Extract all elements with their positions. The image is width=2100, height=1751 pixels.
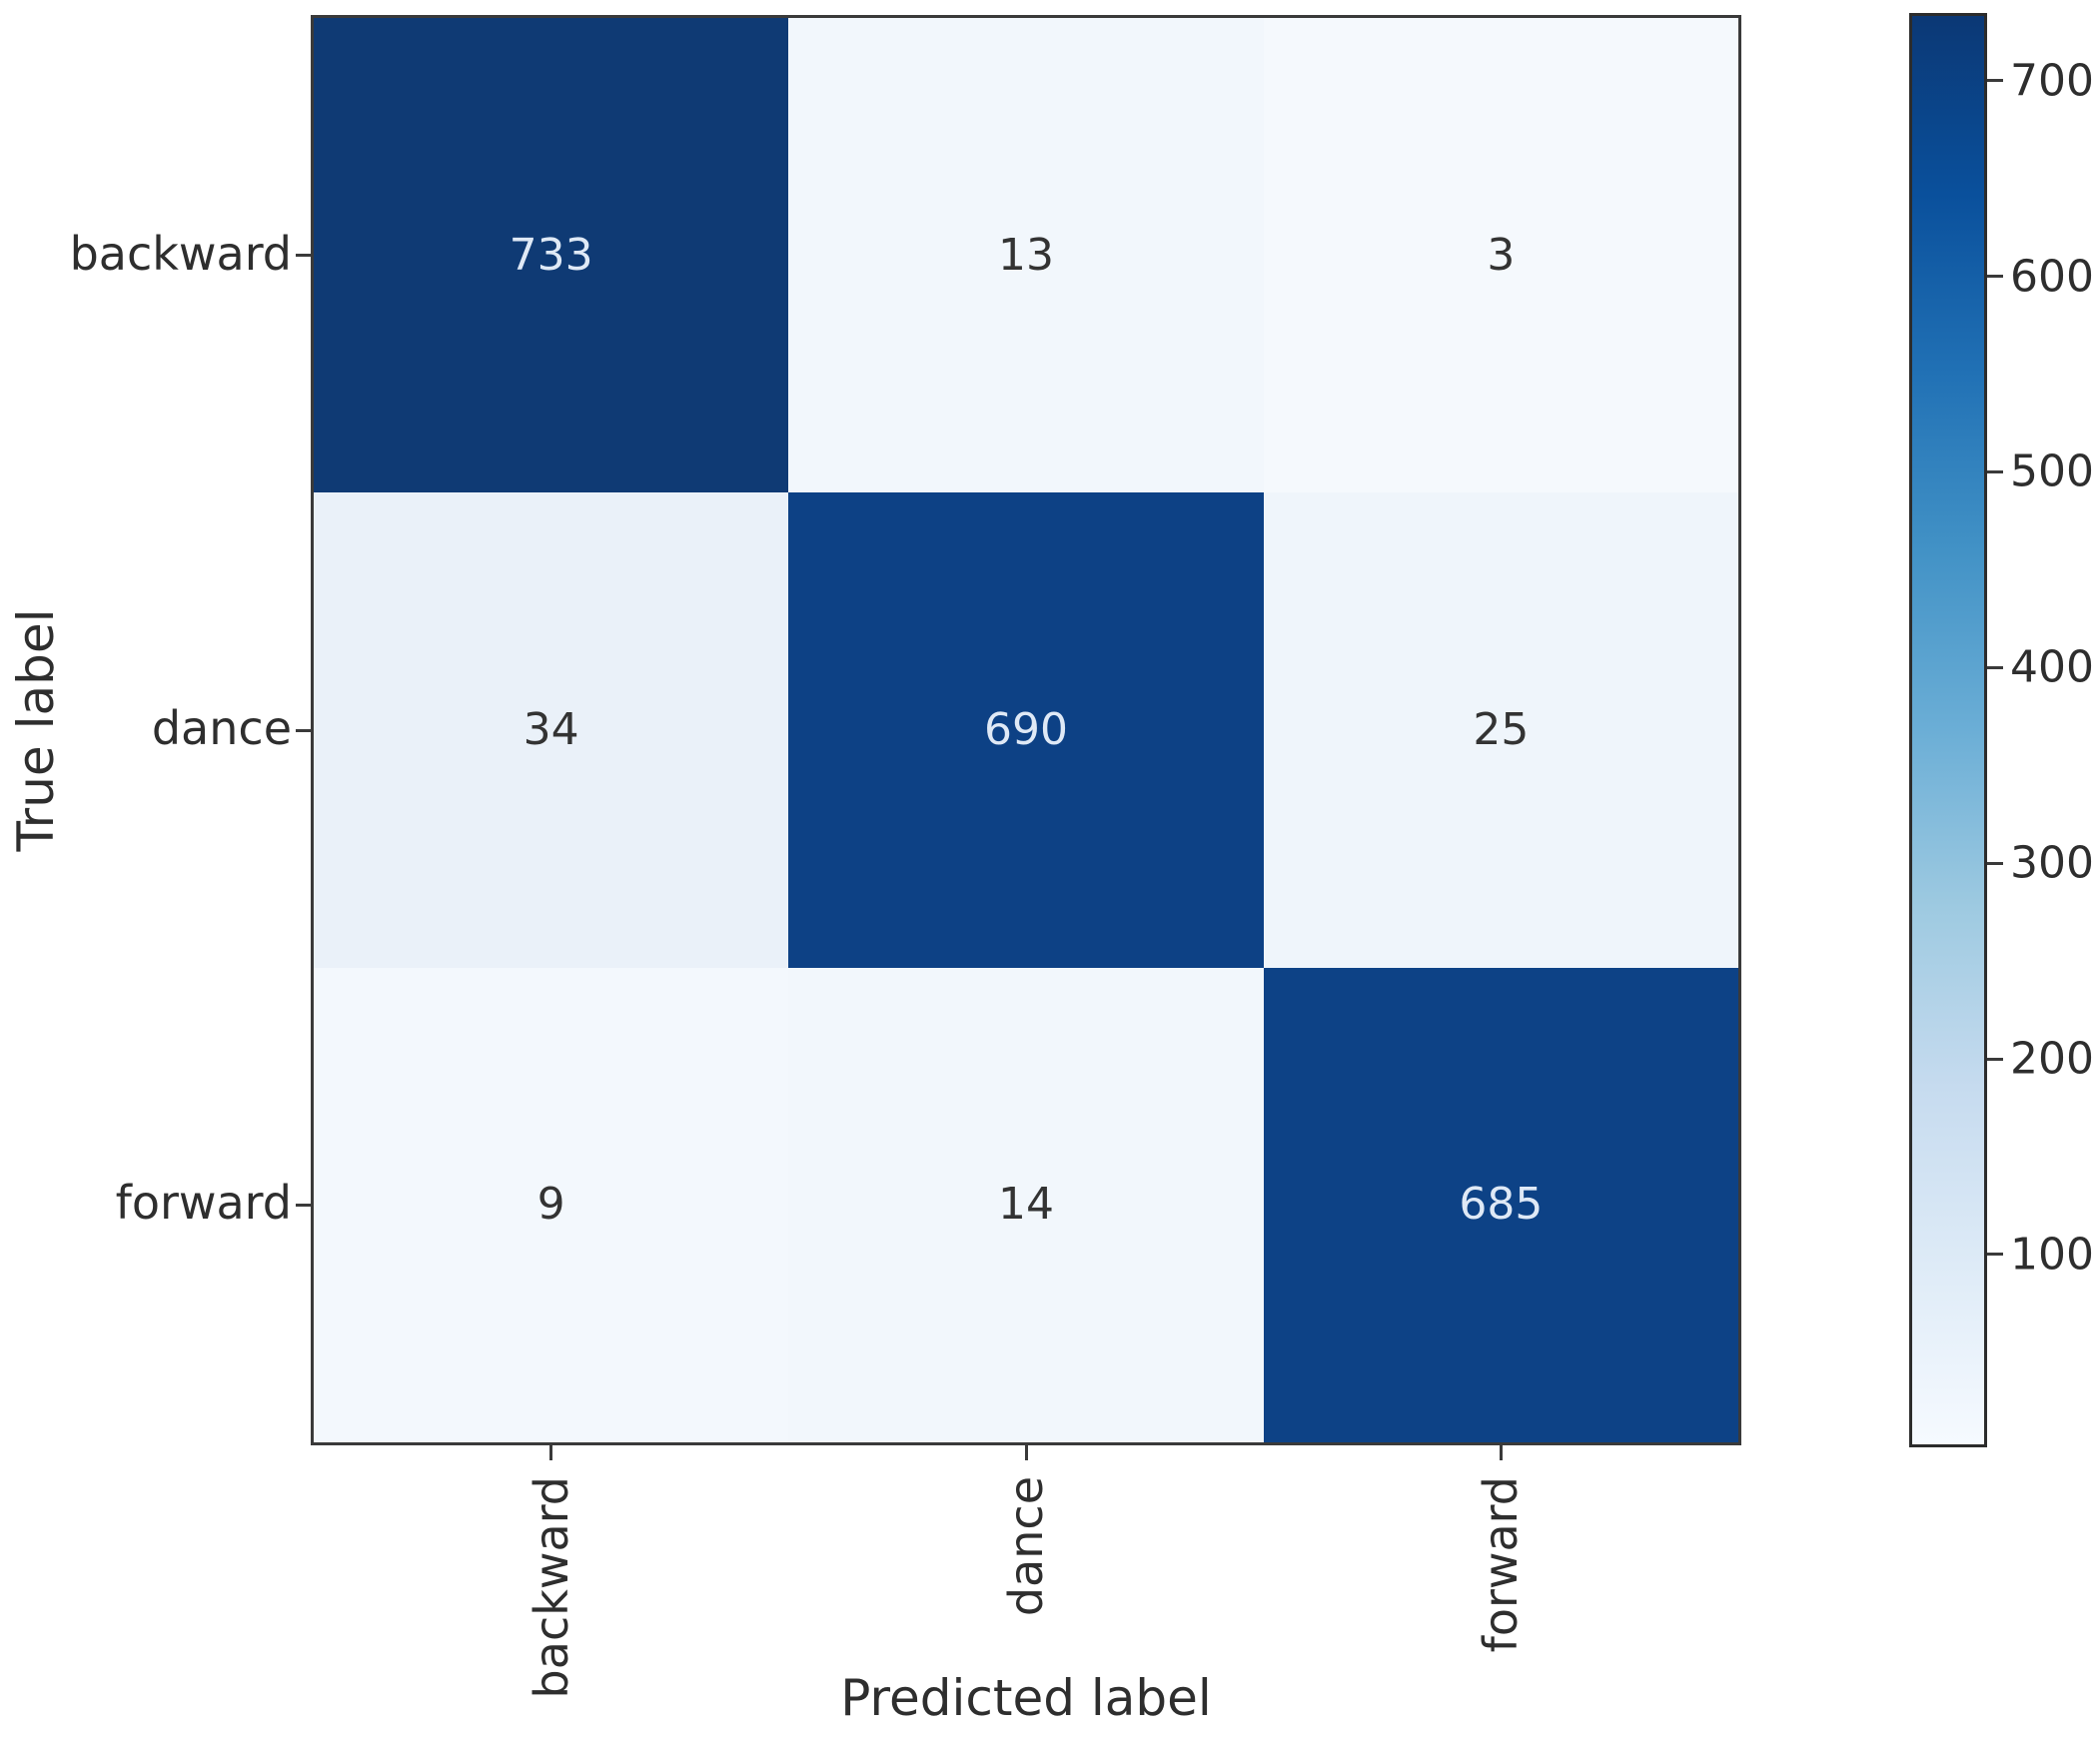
colorbar-tick-mark [1987,1253,2003,1257]
colorbar-tick-label-400: 400 [2010,641,2094,693]
colorbar-tick-label-300: 300 [2010,837,2094,889]
cell-value: 685 [1459,1179,1544,1231]
cell-value: 733 [509,229,593,281]
x-tick-label-backward: backward [522,1476,581,1698]
matrix-cell-backward-backward: 733 [314,18,789,493]
x-tick-mark [1499,1445,1503,1460]
x-tick-label-dance: dance [996,1476,1056,1616]
cell-value: 25 [1473,703,1530,755]
colorbar-tick-label-200: 200 [2010,1033,2094,1085]
x-axis-title: Predicted label [840,1669,1212,1727]
colorbar-tick-mark [1987,665,2003,669]
cell-value: 3 [1487,229,1516,281]
heatmap-axes: 733 13 3 34 690 25 9 14 685 [311,15,1741,1445]
colorbar-tick-label-600: 600 [2010,251,2094,303]
colorbar-tick-mark [1987,469,2003,473]
colorbar [1909,13,1987,1447]
cell-value: 14 [997,1179,1054,1231]
colorbar-tick-label-100: 100 [2010,1229,2094,1281]
x-tick-mark [549,1445,553,1460]
y-axis-title: True label [7,608,65,852]
colorbar-tick-mark [1987,275,2003,279]
colorbar-tick-mark [1987,79,2003,83]
y-tick-mark [296,254,311,258]
cell-value: 34 [523,703,579,755]
cell-value: 13 [997,229,1054,281]
matrix-cell-dance-forward: 25 [1263,492,1738,968]
matrix-cell-backward-forward: 3 [1263,18,1738,493]
colorbar-tick-label-500: 500 [2010,445,2094,497]
cell-value: 9 [536,1179,565,1231]
y-tick-label-backward: backward [69,226,292,281]
matrix-cell-forward-forward: 685 [1263,967,1738,1442]
matrix-cell-dance-dance: 690 [788,492,1264,968]
x-tick-label-forward: forward [1471,1476,1531,1652]
colorbar-tick-label-700: 700 [2010,55,2094,107]
y-tick-label-forward: forward [115,1176,292,1231]
y-tick-label-dance: dance [151,700,292,755]
colorbar-tick-mark [1987,861,2003,865]
matrix-cell-dance-backward: 34 [314,492,789,968]
matrix-cell-forward-dance: 14 [788,967,1264,1442]
x-tick-label-text: forward [1474,1476,1529,1653]
cell-value: 690 [984,703,1068,755]
x-tick-mark [1024,1445,1028,1460]
y-tick-mark [296,1203,311,1207]
y-tick-mark [296,728,311,732]
colorbar-tick-mark [1987,1057,2003,1061]
x-tick-label-text: dance [999,1476,1053,1617]
x-tick-label-text: backward [524,1476,578,1699]
matrix-cell-backward-dance: 13 [788,18,1264,493]
matrix-cell-forward-backward: 9 [314,967,789,1442]
